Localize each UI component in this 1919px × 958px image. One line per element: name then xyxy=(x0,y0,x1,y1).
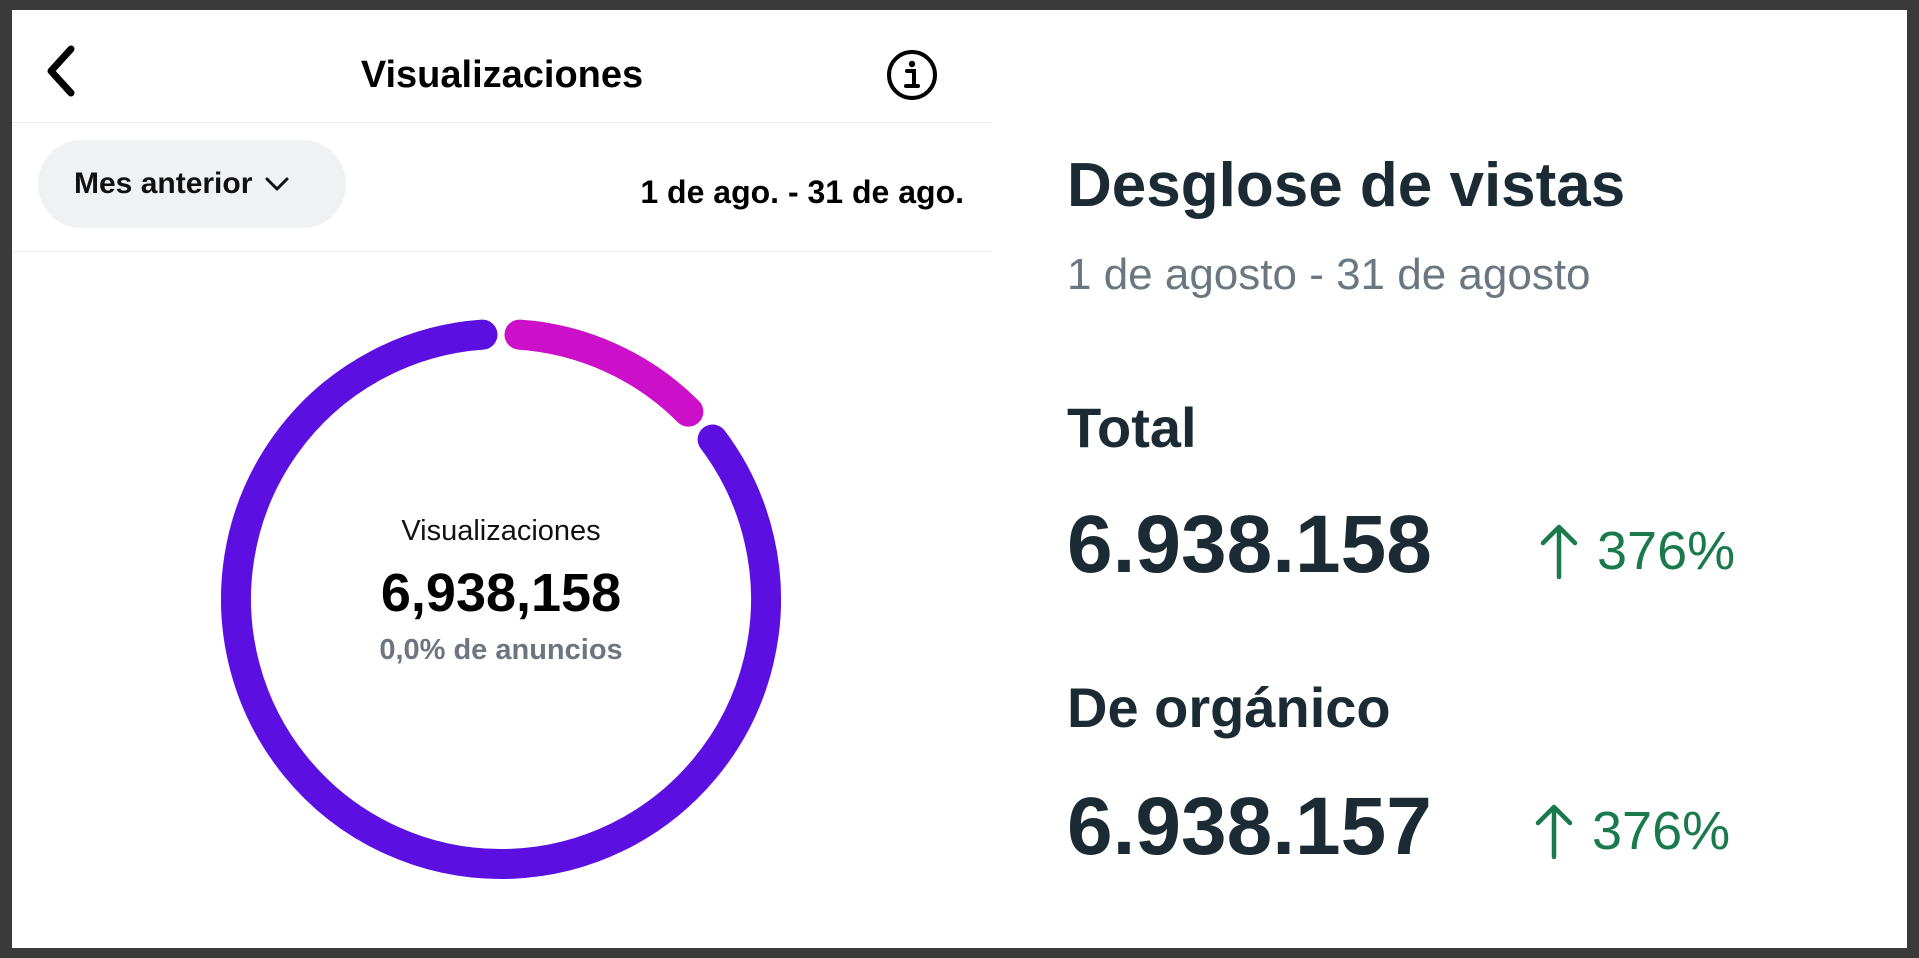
donut-segment-main xyxy=(221,319,781,879)
views-panel: Visualizaciones Mes anterior 1 de ago. -… xyxy=(12,10,992,948)
total-change-value: 376% xyxy=(1597,521,1736,581)
page-title: Visualizaciones xyxy=(360,54,644,96)
views-donut-chart xyxy=(221,319,781,879)
organic-value: 6.938.157 xyxy=(1067,781,1432,872)
breakdown-date-range: 1 de agosto - 31 de agosto xyxy=(1067,250,1591,299)
period-dropdown[interactable]: Mes anterior xyxy=(38,140,346,228)
date-range: 1 de ago. - 31 de ago. xyxy=(640,174,964,210)
arrow-up-icon xyxy=(1540,524,1578,580)
total-value: 6.938.158 xyxy=(1067,499,1432,590)
ads-share: 0,0% de anuncios xyxy=(379,634,623,666)
organic-change-value: 376% xyxy=(1592,801,1731,861)
arrow-up-icon xyxy=(1535,804,1573,860)
canvas: Visualizaciones Mes anterior 1 de ago. -… xyxy=(12,10,1907,948)
breakdown-title: Desglose de vistas xyxy=(1067,151,1626,220)
chevron-left-icon xyxy=(47,45,75,97)
filter-bar xyxy=(12,123,992,252)
donut-caption: Visualizaciones xyxy=(401,515,601,547)
donut-total: 6,938,158 xyxy=(380,563,622,623)
total-label: Total xyxy=(1067,396,1197,459)
organic-change: 376% xyxy=(1532,800,1730,862)
back-button[interactable] xyxy=(36,40,86,102)
top-bar: Visualizaciones xyxy=(12,10,992,123)
breakdown-panel: Desglose de vistas 1 de agosto - 31 de a… xyxy=(1067,10,1887,948)
chevron-down-icon xyxy=(264,175,290,193)
organic-label: De orgánico xyxy=(1067,676,1391,739)
total-change: 376% xyxy=(1537,520,1735,582)
info-icon[interactable] xyxy=(884,47,940,103)
donut-segment-secondary xyxy=(504,319,704,427)
period-label: Mes anterior xyxy=(74,167,253,200)
